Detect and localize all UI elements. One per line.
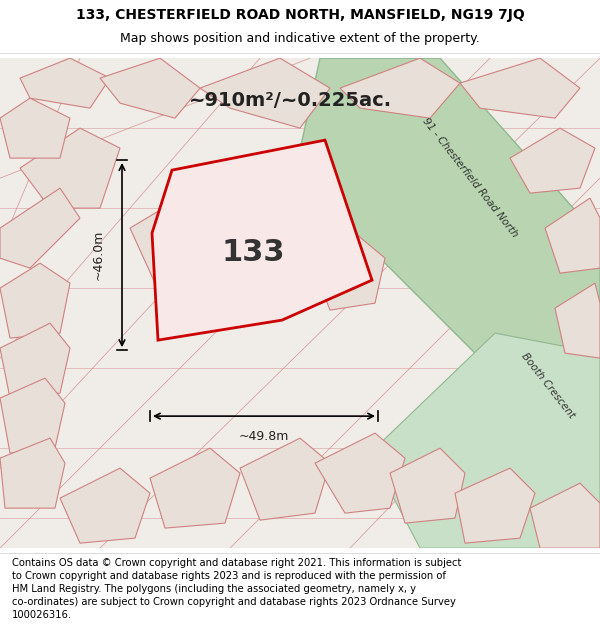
Polygon shape: [240, 438, 330, 520]
Polygon shape: [315, 433, 405, 513]
Polygon shape: [390, 448, 465, 523]
Polygon shape: [0, 378, 65, 453]
Polygon shape: [545, 198, 600, 273]
Polygon shape: [530, 483, 600, 548]
Polygon shape: [510, 128, 595, 193]
Polygon shape: [0, 98, 70, 158]
Polygon shape: [455, 468, 535, 543]
Text: 91 - Chesterfield Road North: 91 - Chesterfield Road North: [421, 116, 520, 240]
Polygon shape: [555, 283, 600, 358]
Polygon shape: [0, 438, 65, 508]
Polygon shape: [220, 218, 310, 300]
Polygon shape: [150, 448, 240, 528]
Text: co-ordinates) are subject to Crown copyright and database rights 2023 Ordnance S: co-ordinates) are subject to Crown copyr…: [12, 597, 456, 607]
Polygon shape: [0, 188, 80, 268]
Polygon shape: [0, 323, 70, 398]
Text: Booth Crescent: Booth Crescent: [520, 351, 577, 421]
Polygon shape: [60, 468, 150, 543]
Text: 100026316.: 100026316.: [12, 610, 72, 620]
Polygon shape: [370, 333, 600, 548]
Polygon shape: [130, 198, 220, 283]
Text: 133, CHESTERFIELD ROAD NORTH, MANSFIELD, NG19 7JQ: 133, CHESTERFIELD ROAD NORTH, MANSFIELD,…: [76, 8, 524, 22]
Polygon shape: [0, 263, 70, 338]
Polygon shape: [20, 58, 110, 108]
Polygon shape: [460, 58, 580, 118]
Text: ~910m²/~0.225ac.: ~910m²/~0.225ac.: [188, 91, 392, 109]
Text: to Crown copyright and database rights 2023 and is reproduced with the permissio: to Crown copyright and database rights 2…: [12, 571, 446, 581]
Polygon shape: [295, 58, 600, 353]
Polygon shape: [200, 58, 330, 128]
Text: Contains OS data © Crown copyright and database right 2021. This information is : Contains OS data © Crown copyright and d…: [12, 558, 461, 568]
Text: 133: 133: [222, 238, 285, 267]
Text: ~46.0m: ~46.0m: [91, 230, 104, 280]
Polygon shape: [310, 233, 385, 310]
Polygon shape: [152, 140, 372, 340]
Polygon shape: [340, 58, 460, 118]
Polygon shape: [100, 58, 200, 118]
Text: ~49.8m: ~49.8m: [239, 429, 289, 442]
Text: Map shows position and indicative extent of the property.: Map shows position and indicative extent…: [120, 32, 480, 45]
Text: HM Land Registry. The polygons (including the associated geometry, namely x, y: HM Land Registry. The polygons (includin…: [12, 584, 416, 594]
Polygon shape: [20, 128, 120, 208]
